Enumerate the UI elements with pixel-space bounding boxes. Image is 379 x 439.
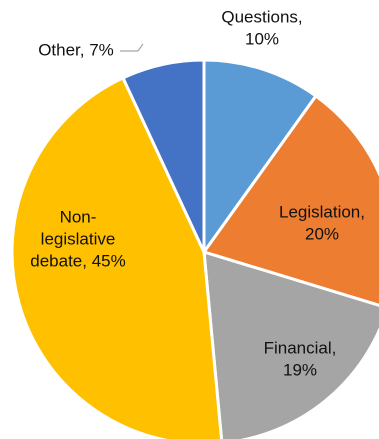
pie-slice-financial (202, 249, 379, 439)
other-leader-line-tip (137, 43, 144, 52)
pie-label-questions: Questions, 10% (221, 7, 302, 48)
pie-label-other: Other, 7% (38, 40, 114, 59)
pie-label-legislation: Legislation, 20% (279, 202, 365, 243)
pie-slice-questions (202, 58, 318, 257)
pie-labels: Questions, 10% Legislation, 20% Financial, 19… (30, 7, 365, 379)
pie-slice-non-legislative-debate (10, 75, 224, 439)
pie-slices (10, 58, 379, 439)
pie-label-financial: Financial, 19% (264, 338, 337, 379)
pie-slice-other (121, 58, 206, 253)
pie-label-non-legislative-debate: Non-legislative debate, 45% (30, 207, 125, 270)
pie-slice-legislation (201, 93, 379, 307)
